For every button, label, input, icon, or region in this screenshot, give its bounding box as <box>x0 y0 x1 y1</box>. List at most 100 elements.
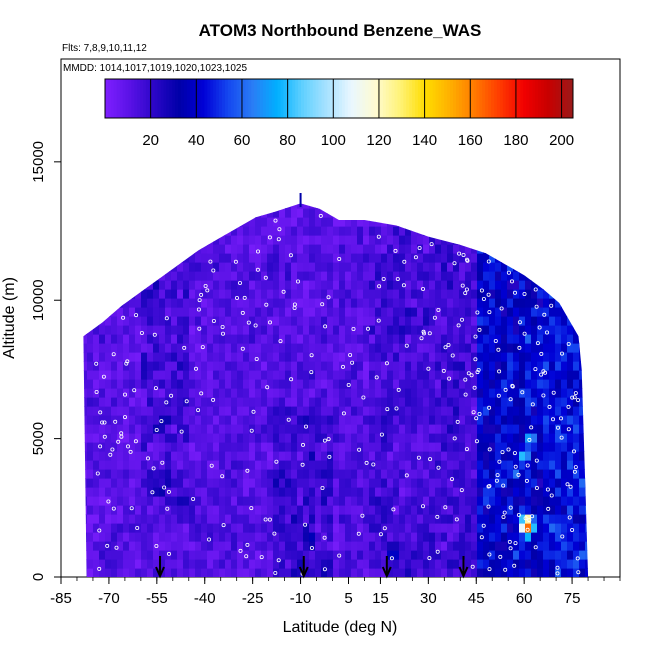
heatmap-cell <box>105 550 112 560</box>
heatmap-cell <box>207 289 214 299</box>
heatmap-cell <box>393 442 400 452</box>
heatmap-cell <box>399 433 406 443</box>
heatmap-cell <box>273 550 280 560</box>
heatmap-cell <box>273 397 280 407</box>
heatmap-cell <box>345 253 352 263</box>
heatmap-cell <box>105 388 112 398</box>
heatmap-cell <box>489 469 496 479</box>
heatmap-cell <box>189 514 196 524</box>
heatmap-cell <box>261 442 268 452</box>
heatmap-cell <box>111 361 118 371</box>
heatmap-cell <box>459 451 466 461</box>
heatmap-cell <box>135 397 142 407</box>
heatmap-cell <box>543 523 550 533</box>
heatmap-cell <box>99 496 106 506</box>
heatmap-cell <box>573 523 580 533</box>
sample-marker <box>566 404 571 409</box>
sample-marker <box>460 283 465 288</box>
heatmap-cell <box>387 469 394 479</box>
heatmap-cell <box>399 505 406 515</box>
heatmap-cell <box>165 325 172 335</box>
heatmap-cell <box>345 469 352 479</box>
heatmap-cell <box>141 352 148 362</box>
heatmap-cell <box>153 442 160 452</box>
heatmap-cell <box>447 343 454 353</box>
heatmap-cell <box>273 514 280 524</box>
heatmap-cell <box>141 478 148 488</box>
heatmap-cell <box>207 541 214 551</box>
heatmap-cell <box>513 469 520 479</box>
sample-marker <box>394 406 399 411</box>
sample-marker <box>494 478 499 483</box>
heatmap-cell <box>423 253 430 263</box>
heatmap-cell <box>363 442 370 452</box>
heatmap-cell <box>357 235 364 245</box>
heatmap-cell <box>183 496 190 506</box>
heatmap-cell <box>345 514 352 524</box>
heatmap-cell <box>93 559 100 569</box>
heatmap-cell <box>555 469 562 479</box>
heatmap-cell <box>513 442 520 452</box>
colorbar-tick-label: 180 <box>503 132 528 149</box>
heatmap-cell <box>537 460 544 470</box>
heatmap-cell <box>567 469 574 479</box>
heatmap-cell <box>513 325 520 335</box>
heatmap-cell <box>477 388 484 398</box>
heatmap-cell <box>297 433 304 443</box>
heatmap-cell <box>111 469 118 479</box>
heatmap-cell <box>201 505 208 515</box>
heatmap-cell <box>393 325 400 335</box>
heatmap-cell <box>327 424 334 434</box>
heatmap-cell <box>489 505 496 515</box>
heatmap-cell <box>87 442 94 452</box>
heatmap-cell <box>513 424 520 434</box>
colorbar-swatch <box>134 79 138 118</box>
heatmap-cell <box>321 361 328 371</box>
heatmap-cell <box>153 397 160 407</box>
heatmap-cell <box>489 280 496 290</box>
heatmap-cell <box>447 388 454 398</box>
heatmap-cell <box>495 334 502 344</box>
heatmap-cell <box>315 361 322 371</box>
heatmap-cell <box>423 559 430 569</box>
sample-marker <box>447 376 452 381</box>
heatmap-cell <box>423 532 430 542</box>
heatmap-cell <box>267 478 274 488</box>
heatmap-cell <box>561 460 568 470</box>
heatmap-cell <box>333 235 340 245</box>
heatmap-cell <box>225 280 232 290</box>
heatmap-cell <box>411 307 418 317</box>
sample-marker <box>164 400 169 405</box>
heatmap-cell <box>153 280 160 290</box>
heatmap-cell <box>195 316 202 326</box>
heatmap-cell <box>513 496 520 506</box>
heatmap-cell <box>195 514 202 524</box>
heatmap-cell <box>333 397 340 407</box>
heatmap-cell <box>285 478 292 488</box>
heatmap-cell <box>543 424 550 434</box>
heatmap-cell <box>321 325 328 335</box>
heatmap-cell <box>237 307 244 317</box>
heatmap-cell <box>243 397 250 407</box>
sample-marker <box>152 332 157 337</box>
heatmap-cell <box>471 415 478 425</box>
heatmap-cell <box>225 343 232 353</box>
sample-marker <box>153 386 158 391</box>
heatmap-cell <box>279 442 286 452</box>
heatmap-cell <box>405 280 412 290</box>
heatmap-cell <box>417 298 424 308</box>
heatmap-cell <box>267 370 274 380</box>
heatmap-cell <box>387 478 394 488</box>
heatmap-cell <box>183 361 190 371</box>
heatmap-cell <box>261 217 268 227</box>
heatmap-cell <box>93 361 100 371</box>
heatmap-cell <box>345 406 352 416</box>
heatmap-cell <box>327 307 334 317</box>
heatmap-cell <box>351 406 358 416</box>
heatmap-cell <box>567 379 574 389</box>
heatmap-cell <box>531 316 538 326</box>
heatmap-cell <box>219 253 226 263</box>
sample-marker <box>385 407 390 412</box>
heatmap-cell <box>249 559 256 569</box>
heatmap-cell <box>315 334 322 344</box>
